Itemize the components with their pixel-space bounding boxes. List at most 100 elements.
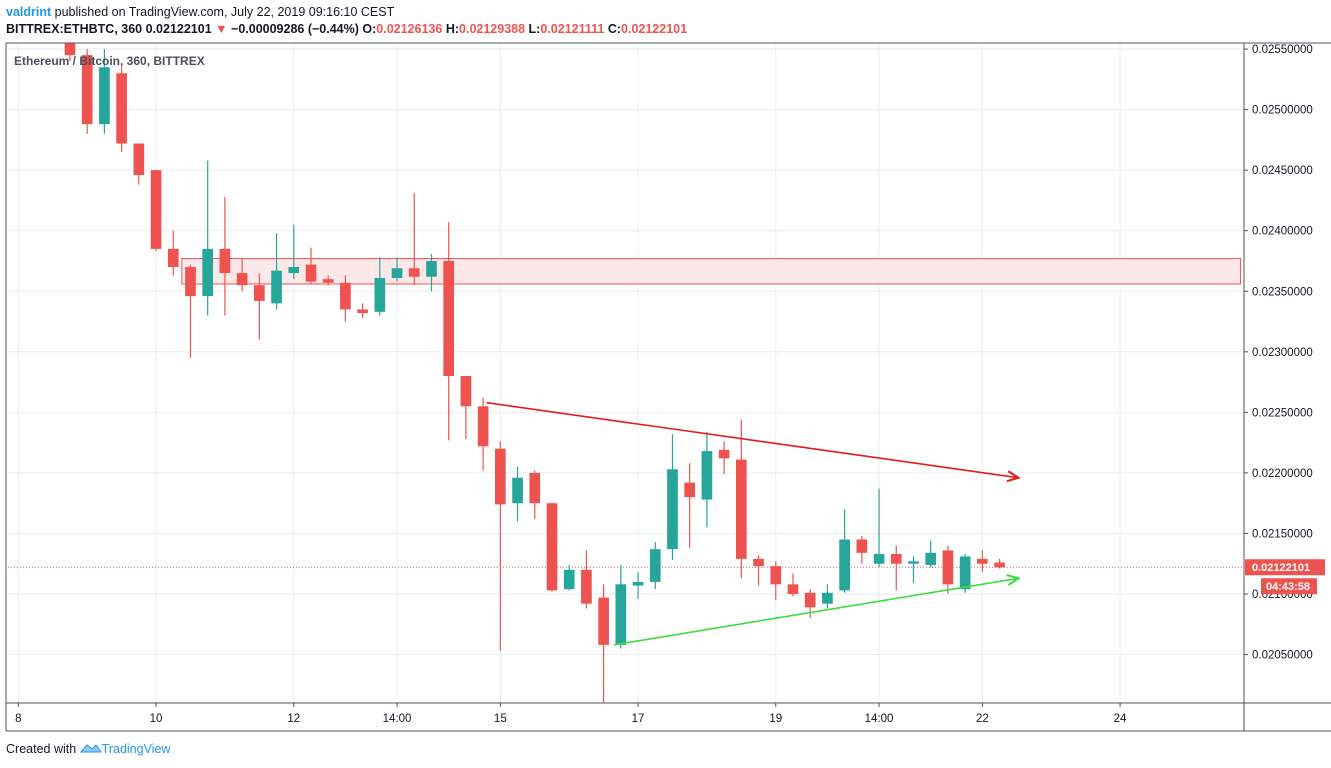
symbol-interval: BITTREX:ETHBTC, 360 [6,22,143,36]
candle-down [408,268,420,277]
descending-resistance-trendline [486,401,1019,478]
x-tick-label: 14:00 [865,713,894,725]
symbol-line: BITTREX:ETHBTC, 360 0.02122101 ▼ −0.0000… [6,22,687,36]
last-price-tag [1245,559,1325,576]
x-tick-label: 12 [287,713,300,725]
candle-up [873,554,885,564]
y-tick-label: 0.02150000 [1252,528,1313,540]
candle-up [512,477,523,504]
candle-down [133,143,145,175]
candle-down [581,569,592,604]
candle-down [770,566,782,585]
candle-down [253,285,265,301]
tradingview-brand-link[interactable]: TradingView [101,742,171,756]
candle-down [219,248,231,274]
high-label: H: [445,22,460,36]
open-label: O: [362,22,377,36]
x-tick-label: 15 [494,713,507,725]
candle-up [959,556,971,590]
candle-down [753,558,764,567]
candle-up [426,260,437,277]
y-tick-label: 0.02400000 [1252,226,1313,238]
candle-up [391,268,403,278]
published-text: published on TradingView.com, July 22, 2… [54,5,395,19]
candle-down [736,459,747,559]
series-legend: Ethereum / Bitcoin, 360, BITTREX [14,54,205,68]
candle-down [684,482,696,498]
candle-down [977,558,988,564]
x-tick-label: 17 [632,713,645,725]
candle-down [598,597,609,645]
y-tick-label: 0.02550000 [1252,44,1313,56]
candle-down [546,503,558,591]
candle-up [374,277,386,312]
axes: 0.02550000 0.02500000 0.02450000 0.02400000… [5,42,1331,732]
candle-down [443,260,455,377]
candle-down [804,592,816,608]
last-price: 0.02122101 [145,22,212,36]
candle-down [787,584,799,595]
candle-down [529,472,541,504]
tradingview-logo-icon [79,744,102,753]
x-tick-label: 10 [150,713,163,725]
close-label: C: [607,22,622,36]
author-link[interactable]: valdrint [6,5,52,19]
candle-up [99,67,110,125]
high-value: 0.02129388 [459,22,526,36]
close-value: 0.02122101 [621,22,688,36]
candle-up [701,451,713,500]
candle-down [116,73,127,144]
candle-down [167,248,179,268]
candle-down [494,448,506,505]
candles [64,43,1005,703]
y-tick-label: 0.02250000 [1252,407,1313,419]
last-price-tag-label: 0.02122101 [1252,562,1310,574]
open-value: 0.02126136 [376,22,443,36]
resistance-zone-layer [8,258,1244,568]
candle-down [856,539,868,553]
candle-down [185,267,196,297]
trendlines [486,401,1019,646]
candle-up [288,267,300,274]
publish-line: valdrint published on TradingView.com, J… [6,5,394,19]
y-tick-label: 0.02450000 [1252,165,1313,177]
x-tick-label: 8 [15,713,21,725]
y-tick-label: 0.02300000 [1252,347,1313,359]
candle-down [477,406,489,447]
candle-up [271,270,282,304]
candle-up [649,549,661,582]
low-label: L: [528,22,541,36]
candle-down [890,554,902,564]
candle-down [150,170,162,249]
candle-down [81,55,93,125]
candle-up [632,581,644,586]
countdown-tag [1261,578,1317,595]
candle-up [615,584,627,645]
low-value: 0.02121111 [540,22,605,36]
candle-up [839,539,850,591]
candle-down [236,273,248,286]
x-tick-label: 19 [769,713,782,725]
candle-up [563,569,575,590]
candle-down [718,449,730,459]
x-tick-label: 22 [976,713,989,725]
footer: Created with TradingView [6,742,170,756]
candle-down [994,562,1005,568]
candle-down [305,264,317,282]
chart-header: valdrint published on TradingView.com, J… [0,0,1331,42]
resistance-zone [181,258,1242,285]
down-arrow-icon: ▼ [215,22,228,36]
candle-up [908,561,919,564]
candle-down [340,282,351,310]
candle-up [822,592,833,604]
y-tick-label: 0.02200000 [1252,468,1313,480]
price-change: −0.00009286 (−0.44%) [231,22,359,36]
candle-down [322,279,334,283]
candle-up [202,248,214,297]
ascending-support-trendline [613,578,1019,646]
y-tick-label: 0.02350000 [1252,286,1313,298]
candle-down [357,309,368,314]
candle-up [925,552,937,565]
candle-up [667,469,678,550]
